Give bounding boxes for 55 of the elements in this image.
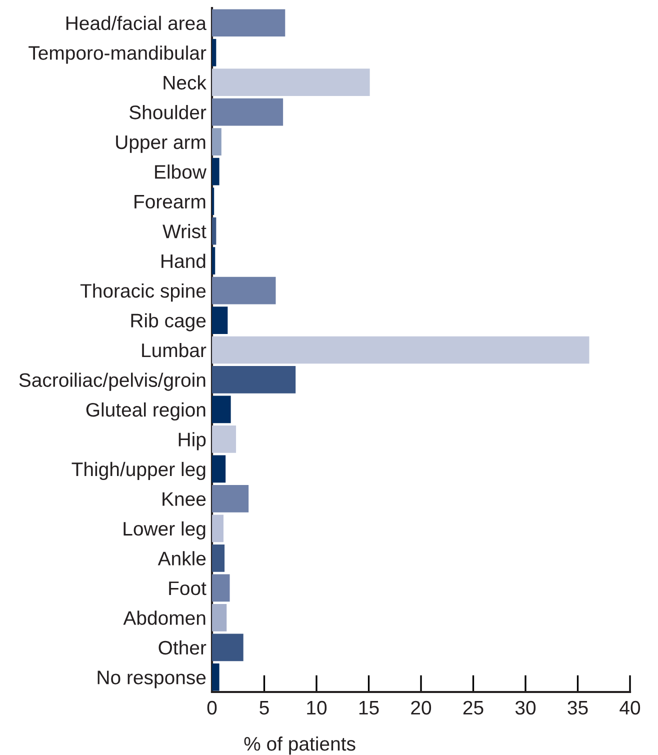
bar (212, 306, 228, 334)
x-tick-label: 20 (411, 700, 432, 715)
y-tick-label: Lower leg (124, 521, 206, 540)
bar (212, 366, 296, 394)
x-tick-label: 10 (307, 700, 327, 715)
bar (212, 396, 231, 424)
bar (212, 276, 276, 304)
y-tick-label: Thigh/upper leg (72, 462, 206, 480)
bar (212, 158, 220, 186)
bar (212, 514, 224, 542)
y-tick-label: Foot (169, 582, 206, 596)
bar (212, 68, 370, 96)
bar (212, 217, 216, 245)
bar (212, 663, 220, 691)
x-tick-label: 15 (359, 701, 379, 715)
x-tick-label: 30 (515, 700, 536, 715)
y-tick-label: Rib cage (131, 313, 206, 332)
x-axis-title: % of patients (244, 736, 356, 755)
y-tick-label: Thoracic spine (80, 283, 206, 302)
bar (212, 544, 225, 572)
y-tick-label: Hip (178, 432, 206, 450)
bar (212, 9, 286, 37)
y-tick-label: Other (158, 640, 206, 655)
y-tick-label: Head/facial area (66, 16, 206, 30)
bar (212, 336, 590, 364)
bar (212, 455, 226, 483)
y-tick-label: Neck (164, 75, 206, 90)
y-tick-label: Lumbar (142, 342, 206, 358)
bar (212, 247, 216, 274)
bar (212, 128, 222, 156)
y-tick-label: Gluteal region (86, 402, 206, 421)
bar (212, 38, 216, 66)
y-tick-label: Elbow (155, 164, 206, 179)
x-tick-label: 5 (260, 701, 269, 715)
x-tick-label: 25 (463, 700, 484, 715)
bar (212, 634, 244, 662)
y-tick-label: Temporo-mandibular (28, 46, 206, 64)
bar (212, 604, 227, 632)
y-tick-label: Knee (162, 492, 206, 506)
x-tick-label: 40 (620, 700, 640, 715)
x-tick-label: 0 (207, 700, 217, 715)
y-tick-label: Shoulder (130, 105, 206, 120)
y-tick-label: Hand (162, 254, 206, 268)
y-tick-label: No response (98, 670, 206, 688)
y-tick-label: Upper arm (116, 135, 206, 153)
y-tick-label: Sacroiliac/pelvis/groin (19, 372, 206, 391)
x-tick-label: 35 (568, 700, 588, 715)
bar (212, 574, 230, 602)
bar (212, 485, 249, 512)
bar (212, 426, 236, 453)
y-tick-label: Wrist (162, 224, 206, 238)
y-tick-label: Abdomen (123, 610, 206, 625)
y-tick-label: Forearm (134, 194, 206, 209)
bar (212, 98, 284, 126)
y-tick-label: Ankle (158, 551, 206, 566)
